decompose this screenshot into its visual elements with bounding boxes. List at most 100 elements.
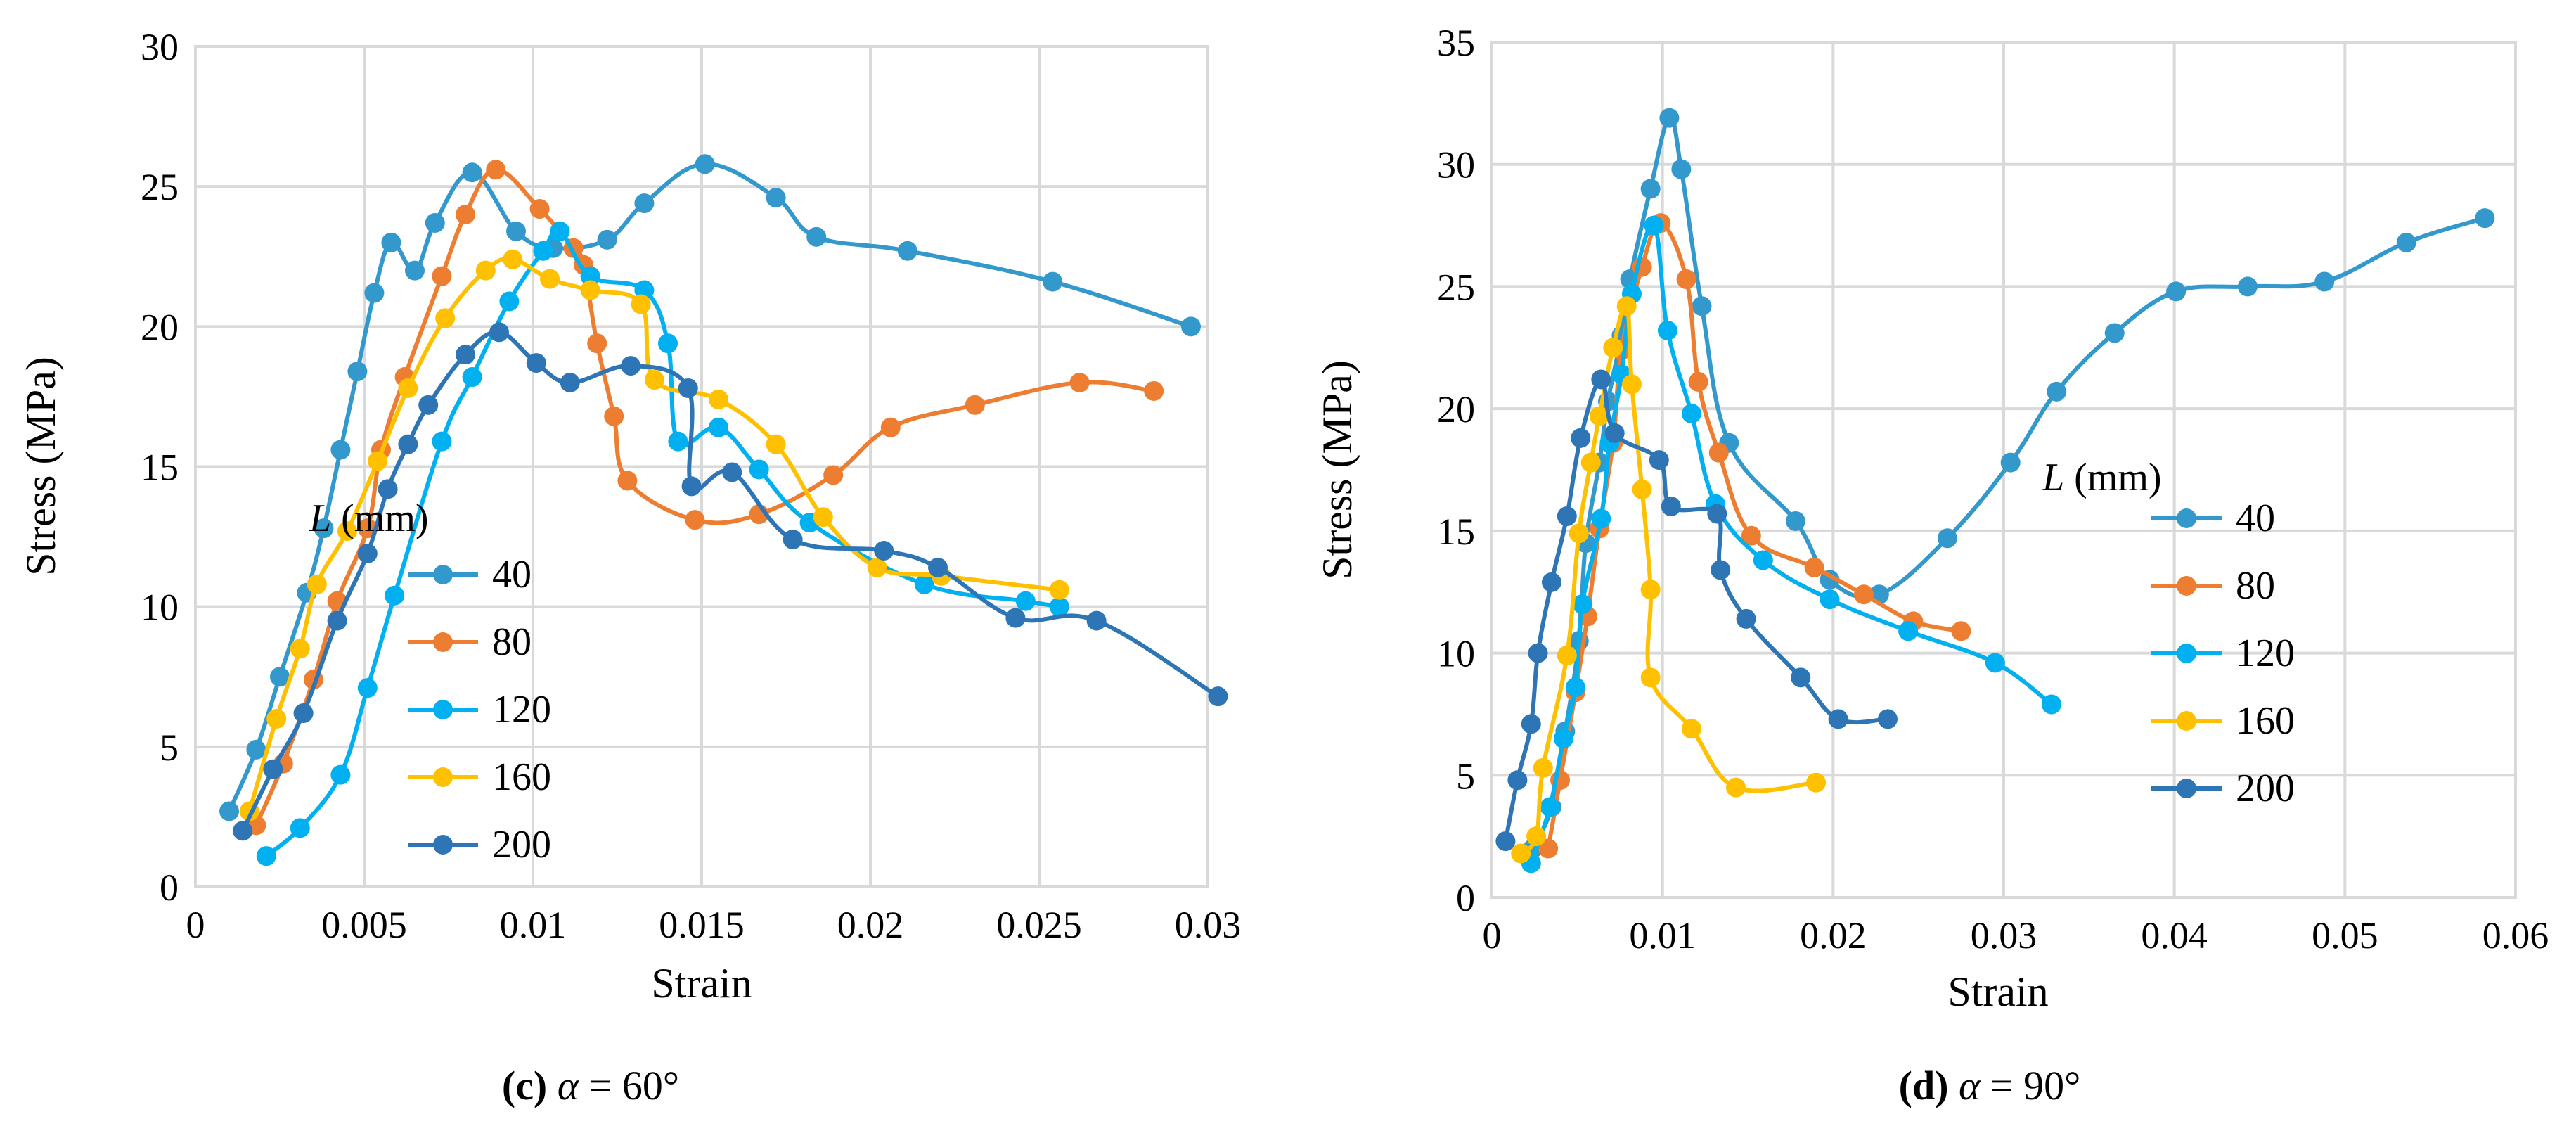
chart-d-series-200-point [1541,572,1561,592]
chart-c-series-40-point [1043,271,1063,292]
chart-c-series-40-point [766,188,786,208]
chart-c-series-160-point [644,370,664,390]
chart-d-series-200-point [1495,831,1516,852]
chart-d-series-40-point [2314,271,2335,292]
chart-c-x-tick-label: 0.03 [1175,904,1242,946]
chart-d-series-80-point [1854,584,1874,605]
chart-d-legend-marker-40 [2177,508,2196,528]
chart-c-series-120-point [1049,596,1069,617]
chart-c-series-160-point [867,557,887,577]
chart-d-series-80-point [1804,557,1824,577]
chart-c-y-tick-label: 20 [141,306,179,348]
chart-d-series-160-point [1632,479,1652,499]
chart-c-series-120-point [1015,591,1036,611]
chart-d-legend-marker-80 [2177,576,2196,596]
chart-d-series-120-point [1540,797,1560,817]
chart-c-x-tick-label: 0.02 [837,904,904,946]
chart-d-x-tick-label: 0.04 [2141,914,2208,957]
chart-c-series-200-point [621,356,641,376]
chart-c-series-160-point [290,639,310,659]
chart-c-series-160-point [475,260,496,281]
chart-c-series-40-point [364,283,385,303]
chart-c-series-160-point [580,280,600,300]
chart-d-x-tick-labels: 0 0.01 0.02 0.03 0.04 0.05 0.06 [1483,914,2549,957]
chart-c-series-120-line [264,228,1062,859]
chart-c-series-40-point [462,162,482,183]
chart-c-series-80-point [1144,380,1164,401]
chart-c-legend-title-symbol: L [309,497,331,540]
chart-d-series-160-point [1640,667,1661,688]
chart-d-series-160-point [1681,719,1701,739]
chart-d-series-200-point [1557,506,1577,527]
chart-c-series-40-point [506,221,526,241]
chart-d-series-160-point [1621,374,1642,395]
chart-c-series-200-point [1086,610,1107,631]
chart-c-series-40-point [246,739,266,760]
chart-d-series-120-point [1898,621,1919,641]
chart-c-x-tick-label: 0.025 [996,904,1082,946]
chart-c-series-80-point [529,199,550,219]
chart-d-legend-title-symbol: L [2042,456,2064,499]
chart-d-series-40-point [1659,108,1680,128]
chart-c-series-200 [233,322,1228,841]
chart-d-series-200-point [1521,714,1541,734]
chart-d-caption-value: = 90° [1980,1063,2080,1108]
chart-c-series-200-point [398,434,418,454]
chart-d-legend-marker-160 [2177,711,2196,731]
chart-d-series-40-point [1785,511,1805,531]
chart-c-series-160-point [766,434,786,454]
chart-d-series-40-point [2396,232,2416,252]
chart-c-y-tick-label: 5 [160,727,179,769]
chart-d-series-120 [1521,215,2061,874]
chart-c-y-tick-label: 0 [160,866,179,909]
chart-c-series-120-point [668,431,688,452]
chart-c-caption: (c) α = 60° [502,1063,679,1108]
chart-c-legend-label-80: 80 [492,620,532,664]
chart-d-legend-label-80: 80 [2236,564,2275,608]
chart-d-series-200-point [1571,428,1591,448]
chart-d-series-160-point [1569,523,1589,544]
chart-c-y-tick-label: 25 [141,166,179,208]
chart-c-series-40-point [1181,316,1201,337]
chart-d-series-160-point [1580,452,1601,473]
chart-c-series-120-point [462,367,482,388]
chart-c-series-40-point [314,518,334,539]
chart-c-series-120-point [385,585,405,606]
chart-c-series-120-point [432,431,452,452]
chart-d-legend-label-120: 120 [2236,632,2295,675]
chart-c-series-200-point [681,476,702,497]
chart-d-x-axis-title: Strain [1947,968,2048,1015]
chart-c-series-120-point [533,241,553,261]
chart-d-x-tick-label: 0.02 [1800,914,1867,957]
chart-c-series-40-point [347,362,368,382]
chart-c-series-160 [239,249,1069,821]
chart-c-series-40-point [330,440,351,460]
chart-c-series-40-point [597,229,617,250]
chart-d-series-120-point [2041,694,2061,715]
chart-d-legend-label-200: 200 [2236,767,2295,810]
chart-d-caption-symbol: α [1959,1063,1981,1108]
chart-c-legend-label-40: 40 [492,553,532,596]
chart-d-y-tick-label: 10 [1437,633,1475,675]
chart-c-legend-label-200: 200 [492,823,551,866]
chart-d-series-80-point [1538,838,1559,859]
chart-d-series-160-point [1557,646,1577,666]
chart-d-y-tick-label: 30 [1437,144,1475,186]
chart-c-legend-title-unit: (mm) [331,497,428,540]
chart-c-plot-frame [194,45,1209,888]
chart-c-series-200-point [526,353,546,373]
chart-d-series-80-point [1688,371,1708,392]
chart-d-series-160-point [1806,772,1827,793]
chart-c-series-160-point [503,249,523,269]
chart-d-y-tick-label: 15 [1437,511,1475,553]
chart-c-series-200-point [783,530,803,550]
chart-d-series-40-point [2104,323,2125,343]
chart-c-series-40-point [381,232,401,252]
chart-d-series-80-point [1951,621,1971,641]
chart-c-series-160-point [540,269,560,289]
chart-d-y-tick-labels: 0 5 10 15 20 25 30 35 [1437,22,1475,919]
chart-d-y-tick-label: 5 [1456,755,1475,797]
chart-d-series-200-point [1791,667,1811,688]
chart-d-series-40-line [1531,115,2487,851]
chart-c-legend-title: L (mm) [309,497,429,540]
